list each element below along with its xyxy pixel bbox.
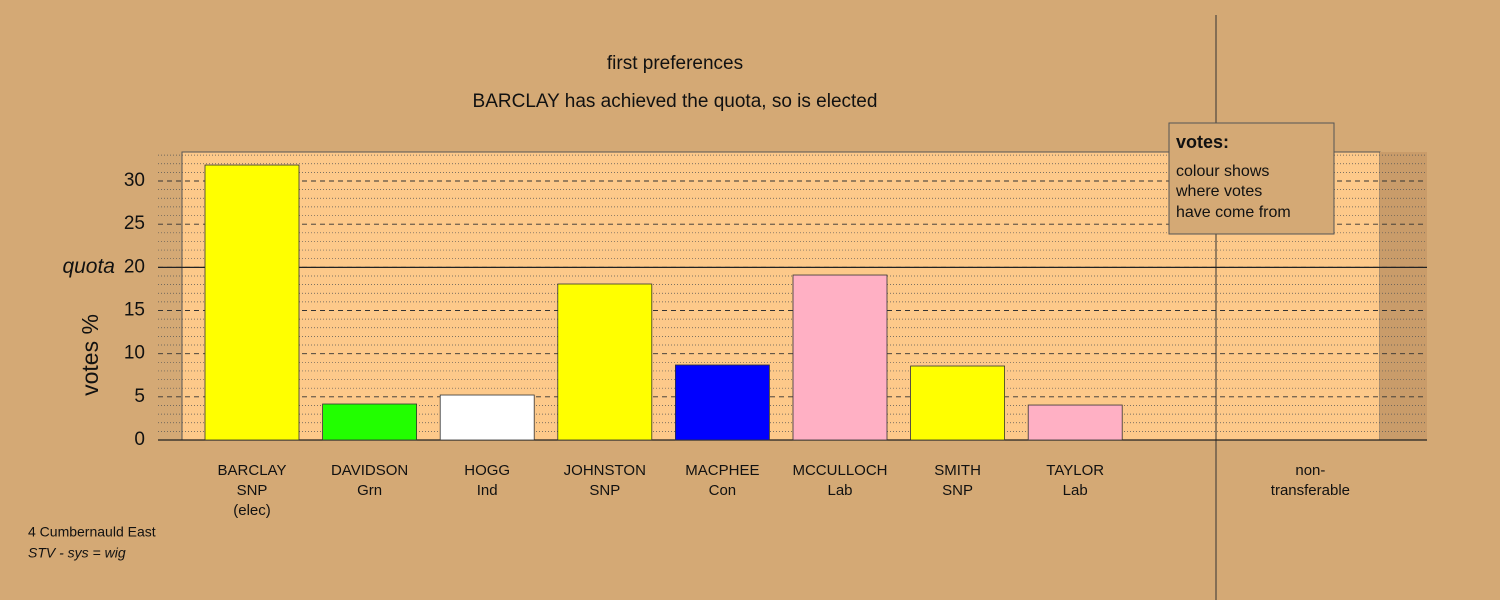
x-tick-label: HOGG — [464, 462, 510, 479]
x-tick-label: SNP — [589, 482, 620, 499]
bar — [557, 283, 653, 441]
x-tick-label: SNP — [237, 482, 268, 499]
quota-label: quota — [62, 255, 115, 278]
x-tick-label: Ind — [477, 482, 498, 499]
footer-line: 4 Cumbernauld East — [28, 524, 156, 540]
y-tick-label: 30 — [124, 170, 145, 191]
x-tick-label: TAYLOR — [1046, 462, 1104, 479]
chart-subtitle: BARCLAY has achieved the quota, so is el… — [473, 91, 878, 112]
bar — [439, 394, 535, 441]
x-tick-label: MCCULLOCH — [792, 462, 887, 479]
legend: votes: colour shows where votes have com… — [1168, 122, 1335, 235]
bar — [792, 274, 888, 441]
bar — [204, 164, 300, 441]
x-tick-label: transferable — [1271, 482, 1350, 499]
side-band — [1380, 152, 1427, 440]
y-tick-label: 0 — [134, 429, 145, 450]
legend-text: colour shows — [1176, 163, 1269, 180]
bar — [675, 364, 770, 441]
x-tick-label: Lab — [827, 482, 852, 499]
x-tick-label: Lab — [1063, 482, 1088, 499]
x-tick-label: Con — [709, 482, 737, 499]
y-tick-label: 20 — [124, 256, 145, 277]
x-tick-label: non- — [1295, 462, 1325, 479]
x-tick-label: JOHNSTON — [564, 462, 646, 479]
bar — [322, 403, 418, 441]
x-tick-label: Grn — [357, 482, 382, 499]
x-tick-label: SNP — [942, 482, 973, 499]
bar — [910, 365, 1005, 441]
legend-text: have come from — [1176, 204, 1291, 221]
legend-text: where votes — [1175, 183, 1262, 200]
legend-title: votes: — [1176, 132, 1229, 152]
x-tick-label: BARCLAY — [218, 462, 287, 479]
footer-line: STV - sys = wig — [28, 545, 126, 561]
x-tick-label: (elec) — [233, 502, 271, 519]
bar — [1027, 404, 1123, 441]
y-tick-label: 5 — [134, 386, 145, 407]
x-tick-label: DAVIDSON — [331, 462, 408, 479]
y-tick-label: 10 — [124, 343, 145, 364]
y-axis-label: votes % — [77, 314, 103, 396]
legend-box — [1168, 122, 1335, 235]
y-tick-label: 25 — [124, 213, 145, 234]
chart-title: first preferences — [607, 53, 743, 74]
y-tick-label: 15 — [124, 300, 145, 321]
x-tick-label: SMITH — [934, 462, 981, 479]
x-tick-label: MACPHEE — [685, 462, 759, 479]
